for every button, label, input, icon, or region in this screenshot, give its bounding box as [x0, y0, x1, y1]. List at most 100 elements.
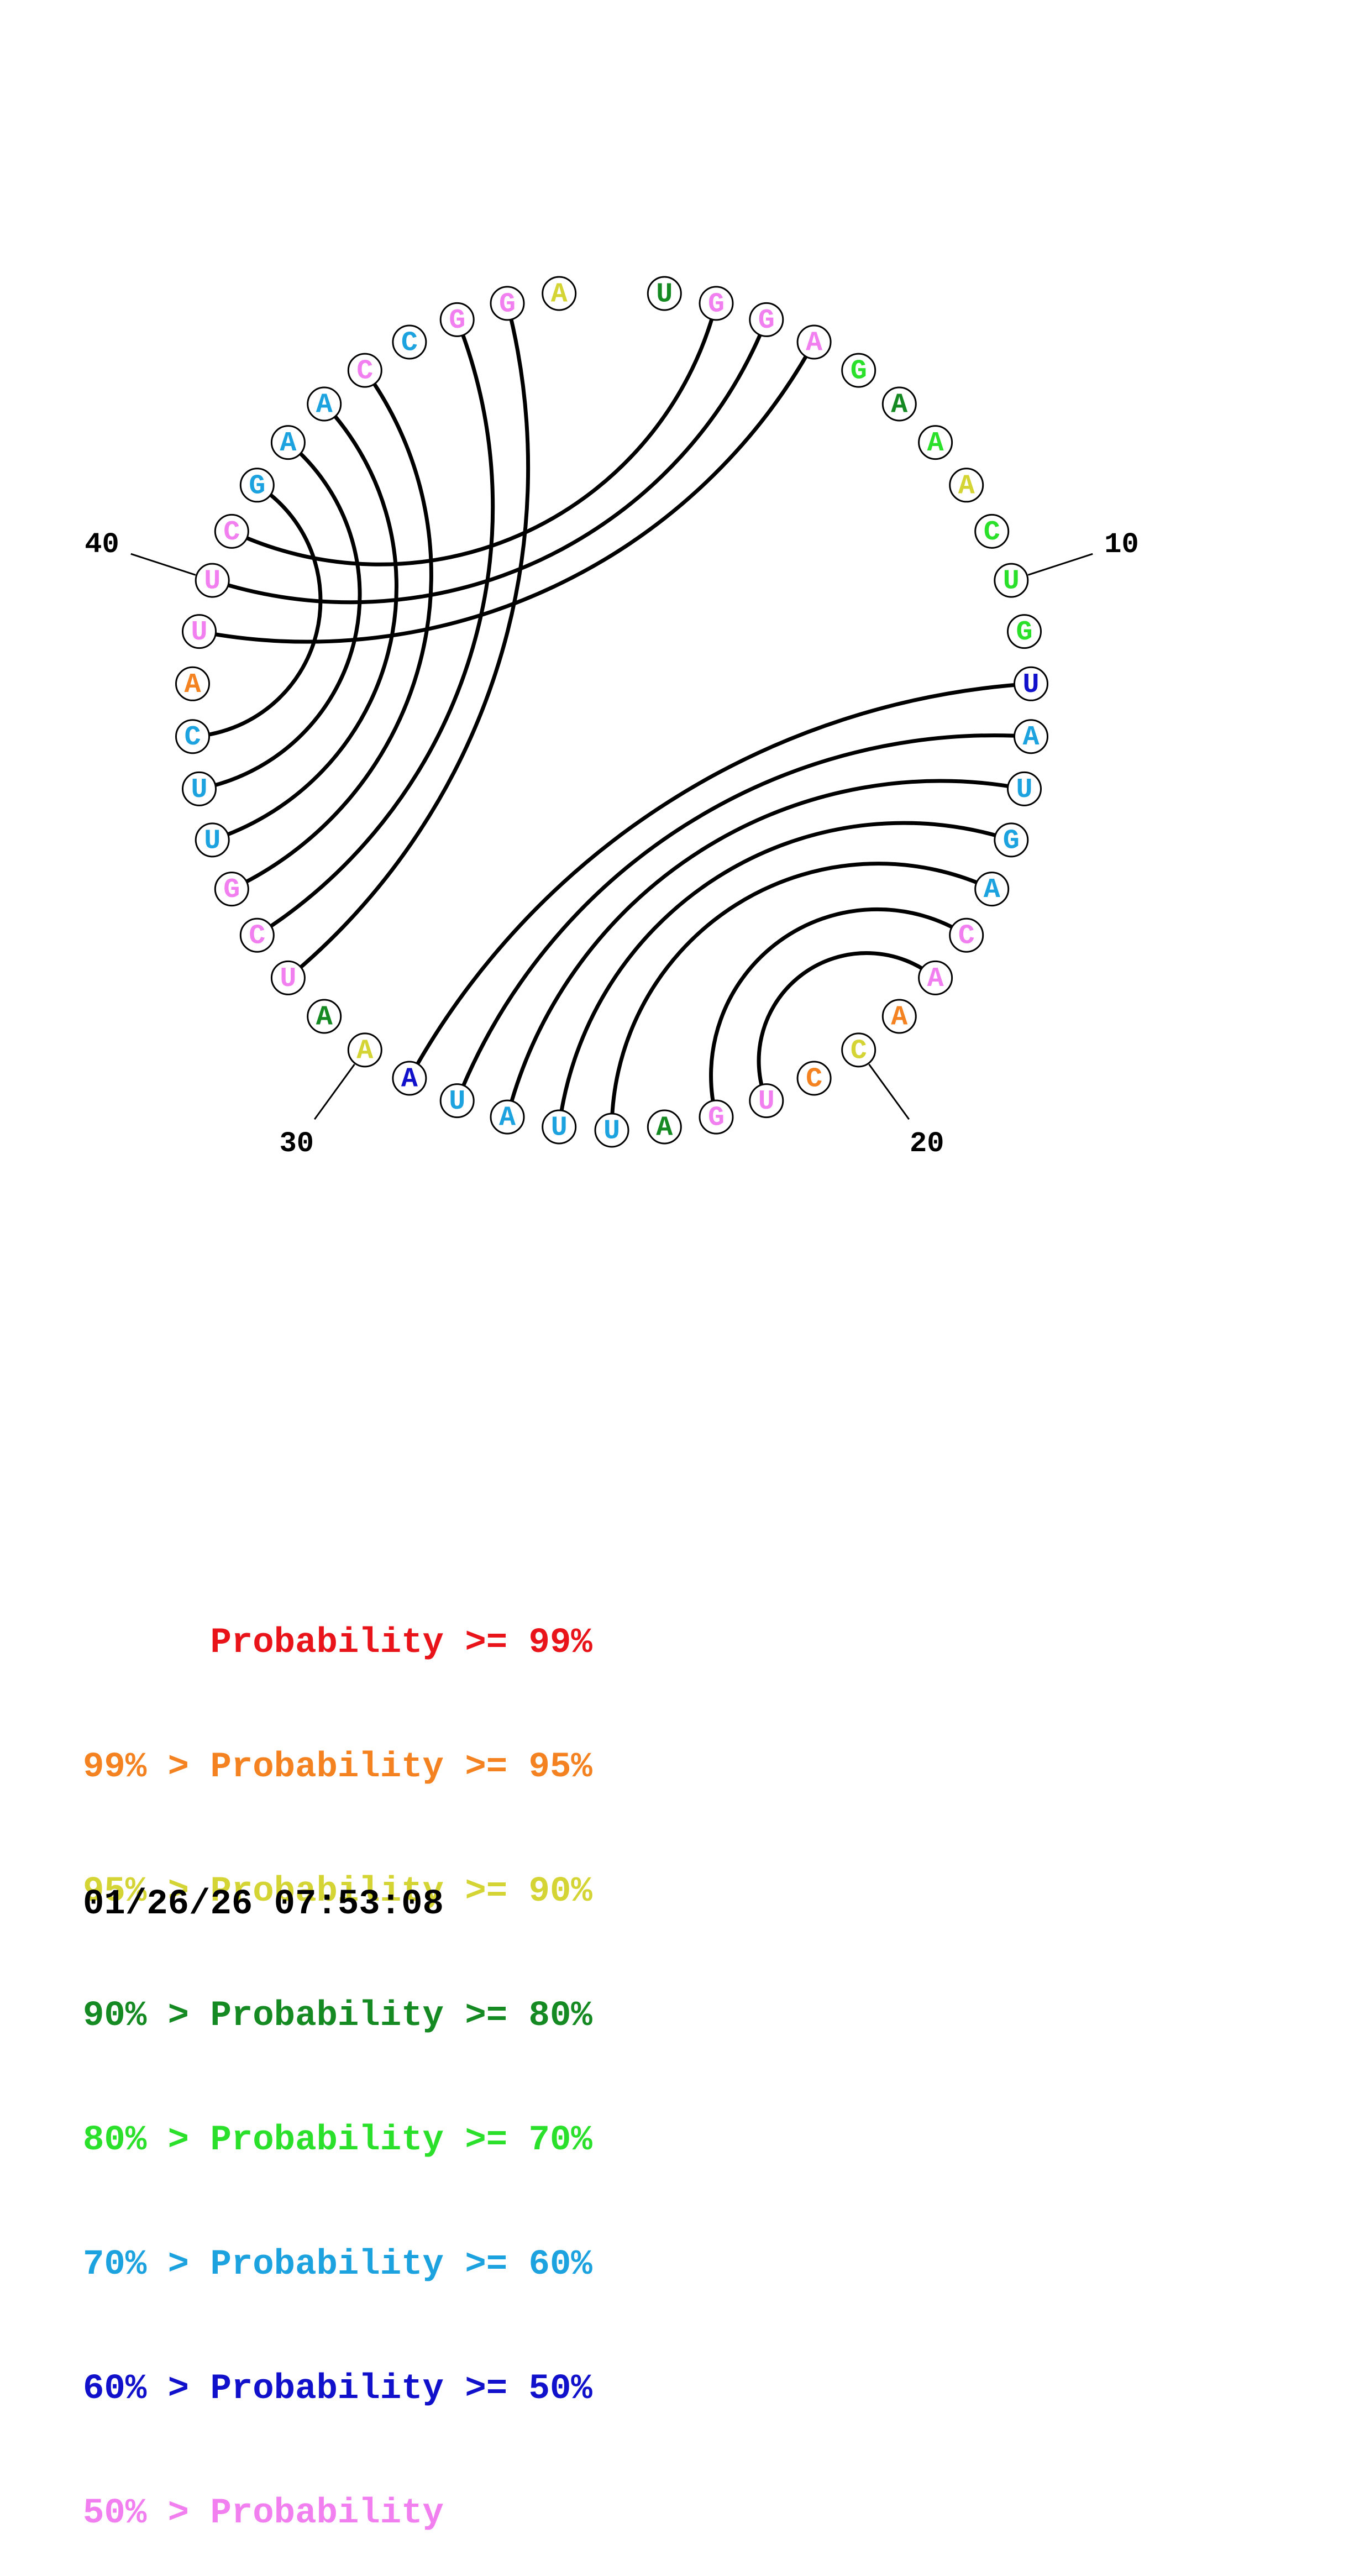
- nucleotide: A: [392, 1061, 427, 1096]
- nucleotide-letter: A: [551, 279, 568, 311]
- nucleotide-letter: A: [927, 428, 944, 459]
- nucleotide-circle: [439, 1083, 475, 1119]
- nucleotide-circle: [699, 1099, 734, 1135]
- nucleotide-letter: U: [191, 617, 207, 648]
- nucleotide: A: [1014, 719, 1048, 754]
- nucleotide-letter: U: [191, 774, 207, 806]
- nucleotide-letter: A: [891, 1002, 907, 1033]
- nucleotide-letter: A: [499, 1103, 516, 1134]
- nucleotide-letter: A: [984, 874, 1000, 906]
- nucleotide-circle: [239, 917, 275, 953]
- legend-row-5: 80% > Probability >= 70%: [83, 2120, 592, 2161]
- nucleotide-letter: G: [449, 305, 465, 337]
- nucleotide: C: [949, 917, 984, 953]
- nucleotide: A: [918, 425, 953, 460]
- nucleotide-circle: [749, 1083, 784, 1119]
- legend-label: Probability: [210, 2245, 444, 2285]
- legend-label: Probability: [210, 2121, 444, 2160]
- nucleotide: G: [749, 302, 784, 337]
- legend-spacer: [83, 1623, 210, 1663]
- nucleotide-letter: C: [851, 1035, 867, 1067]
- position-number-label: 10: [1104, 528, 1138, 561]
- nucleotide-letter: U: [1003, 566, 1020, 597]
- base-pair-arc: [287, 303, 531, 980]
- base-pair-arc: [212, 319, 769, 605]
- nucleotide-circle: [1007, 771, 1042, 806]
- nucleotide: A: [881, 999, 917, 1034]
- nucleotide-letter: U: [280, 963, 296, 995]
- base-pair-arc: [757, 951, 937, 1101]
- nucleotide: A: [270, 425, 306, 460]
- nucleotide-circle: [796, 1061, 832, 1096]
- nucleotide-ring: U GGAGAAACUGUAUGACAACCUGAUUAUAAAUCGUUCAUU…: [175, 276, 1048, 1148]
- nucleotide: U: [195, 563, 230, 598]
- base-pair-arc: [709, 907, 968, 1118]
- nucleotide-circle: [949, 917, 984, 953]
- legend-suffix: >= 99%: [465, 1623, 592, 1663]
- nucleotide-circle: [347, 353, 382, 388]
- nucleotide: G: [699, 1099, 734, 1135]
- legend-prefix: 90% >: [83, 1996, 190, 2036]
- nucleotide-letter: U: [758, 1086, 775, 1118]
- nucleotide-letter: C: [806, 1064, 822, 1095]
- legend-row-7: 60% > Probability >= 50%: [83, 2369, 592, 2410]
- nucleotide: A: [490, 1099, 525, 1135]
- nucleotide: A: [307, 386, 342, 422]
- nucleotide-circle: [841, 1032, 876, 1068]
- legend-row-8: 50% > Probability: [83, 2493, 592, 2535]
- nucleotide-letter: G: [851, 356, 867, 387]
- legend-row-3: 95% > Probability >= 90%: [83, 1871, 592, 1913]
- nucleotide-circle: [182, 771, 217, 806]
- nucleotide: A: [949, 468, 984, 503]
- nucleotide-circle: [307, 386, 342, 422]
- nucleotide-letter: G: [708, 288, 725, 320]
- nucleotide-circle: [974, 872, 1010, 907]
- nucleotide: U: [594, 1113, 629, 1148]
- legend-label: Probability: [210, 1996, 444, 2036]
- nucleotide-letter: G: [499, 288, 516, 320]
- legend-suffix: >= 60%: [465, 2245, 592, 2285]
- base-pair-arc: [256, 319, 495, 937]
- nucleotide-circle: [647, 276, 682, 311]
- legend-prefix: 80% >: [83, 2121, 190, 2160]
- nucleotide-circle: [749, 302, 784, 337]
- nucleotide-circle: [239, 468, 275, 503]
- base-pair-arc: [198, 440, 362, 791]
- nucleotide-circle: [918, 960, 953, 995]
- nucleotide-letter: U: [1022, 669, 1039, 701]
- legend-label: Probability: [210, 1623, 444, 1663]
- nucleotide: A: [881, 386, 917, 422]
- nucleotide: A: [307, 999, 342, 1034]
- nucleotide-circle: [195, 563, 230, 598]
- nucleotide: G: [994, 822, 1029, 858]
- nucleotide: C: [392, 324, 427, 360]
- base-pair-arcs: [192, 303, 1031, 1131]
- nucleotide: U: [195, 822, 230, 858]
- nucleotide-letter: C: [184, 722, 201, 753]
- base-pair-arc: [230, 369, 433, 891]
- nucleotide-circle: [949, 468, 984, 503]
- nucleotide-circle: [270, 425, 306, 460]
- nucleotide-letter: G: [223, 874, 240, 906]
- nucleotide-letter: G: [758, 305, 775, 337]
- legend-suffix: >= 90%: [465, 1872, 592, 1912]
- nucleotide: A: [974, 872, 1010, 907]
- nucleotide: C: [175, 719, 210, 754]
- nucleotide: U: [439, 1083, 475, 1119]
- legend-suffix: >= 80%: [465, 1996, 592, 2036]
- nucleotide-letter: U: [1016, 774, 1032, 806]
- nucleotide-circle: [214, 872, 249, 907]
- nucleotide: G: [214, 872, 249, 907]
- nucleotide-circle: [542, 1109, 577, 1145]
- position-number-labels: 10 20 30 40: [85, 528, 1138, 1160]
- nucleotide-circle: [699, 286, 734, 321]
- nucleotide-letter: U: [603, 1116, 620, 1147]
- base-pair-arc: [455, 733, 1031, 1101]
- nucleotide-letter: A: [1022, 722, 1039, 753]
- position-number-label: 40: [85, 528, 119, 561]
- nucleotide-letter: A: [958, 470, 975, 502]
- nucleotide-letter: A: [280, 428, 296, 459]
- nucleotide-letter: U: [656, 279, 673, 311]
- nucleotide: A: [918, 960, 953, 995]
